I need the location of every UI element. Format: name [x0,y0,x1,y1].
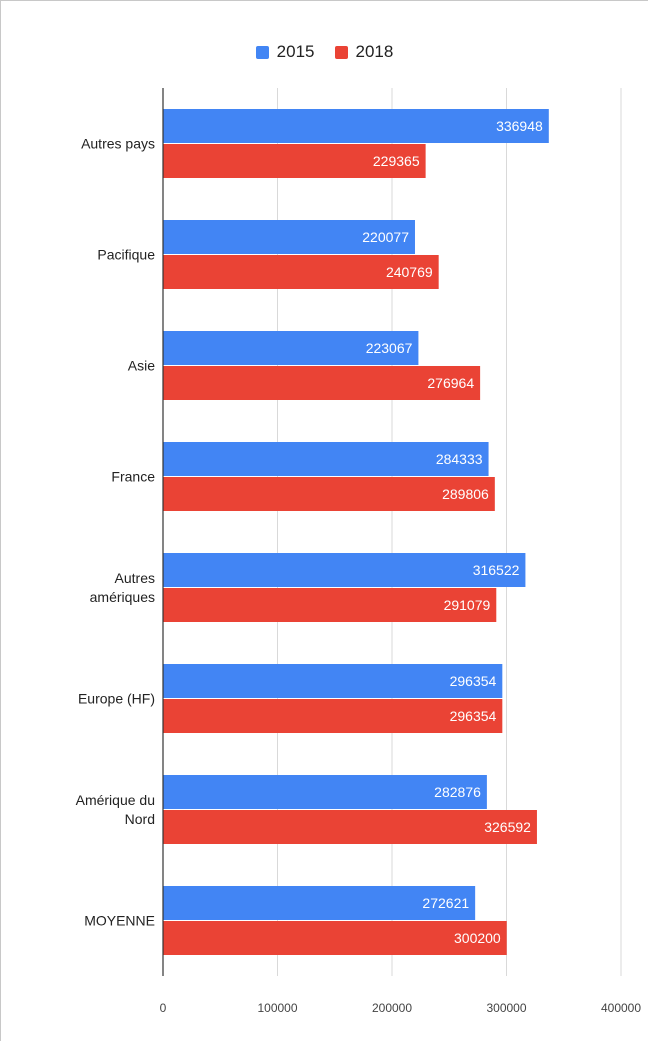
category-label-6-line-0: Amérique du [76,792,155,808]
bar-2018-7[interactable] [163,921,507,955]
bar-2018-4[interactable] [163,588,497,622]
legend-swatch-2015 [255,45,269,59]
legend-item-2015[interactable]: 2015 [255,42,315,62]
category-label-5: Europe (HF) [78,691,155,707]
x-tick-label-1: 100000 [257,1001,297,1015]
bar-2018-3[interactable] [163,477,495,511]
category-label-1: Pacifique [97,247,155,263]
data-label-2015-1: 220077 [362,229,409,245]
legend-label-2015: 2015 [276,42,315,61]
bar-2015-6[interactable] [163,775,487,809]
bar-2015-3[interactable] [163,442,489,476]
data-label-2018-7: 300200 [454,930,501,946]
data-label-2015-2: 223067 [366,340,413,356]
category-label-0: Autres pays [81,136,155,152]
legend-label-2018: 2018 [355,42,394,61]
category-label-2: Asie [128,358,155,374]
category-label-4-line-0: Autres [115,570,155,586]
data-label-2018-0: 229365 [373,153,420,169]
data-label-2018-2: 276964 [427,375,474,391]
legend-swatch-2018 [334,45,348,59]
data-label-2018-3: 289806 [442,486,489,502]
data-label-2015-5: 296354 [450,673,497,689]
bar-2018-1[interactable] [163,255,439,289]
x-tick-label-0: 0 [160,1001,167,1015]
bar-2015-7[interactable] [163,886,476,920]
bar-2018-5[interactable] [163,699,503,733]
data-label-2018-1: 240769 [386,264,433,280]
bar-2015-5[interactable] [163,664,503,698]
x-tick-label-2: 200000 [372,1001,412,1015]
data-label-2015-7: 272621 [422,895,469,911]
x-tick-label-4: 400000 [601,1001,641,1015]
bar-2018-2[interactable] [163,366,481,400]
data-label-2015-4: 316522 [473,562,520,578]
bar-2015-4[interactable] [163,553,526,587]
bar-2015-1[interactable] [163,220,415,254]
data-label-2015-3: 284333 [436,451,483,467]
data-label-2018-5: 296354 [450,708,497,724]
legend-item-2018[interactable]: 2018 [334,42,394,62]
chart-legend: 2015 2018 [0,42,649,62]
bar-2018-6[interactable] [163,810,537,844]
category-label-4-line-1: amériques [90,589,155,605]
x-tick-label-3: 300000 [486,1001,526,1015]
data-label-2018-6: 326592 [484,819,531,835]
bar-2018-0[interactable] [163,144,426,178]
category-label-6-line-1: Nord [125,811,155,827]
data-label-2015-6: 282876 [434,784,481,800]
bar-2015-0[interactable] [163,109,549,143]
category-label-7: MOYENNE [84,913,155,929]
data-label-2015-0: 336948 [496,118,543,134]
data-label-2018-4: 291079 [444,597,491,613]
bar-2015-2[interactable] [163,331,419,365]
category-label-3: France [111,469,155,485]
